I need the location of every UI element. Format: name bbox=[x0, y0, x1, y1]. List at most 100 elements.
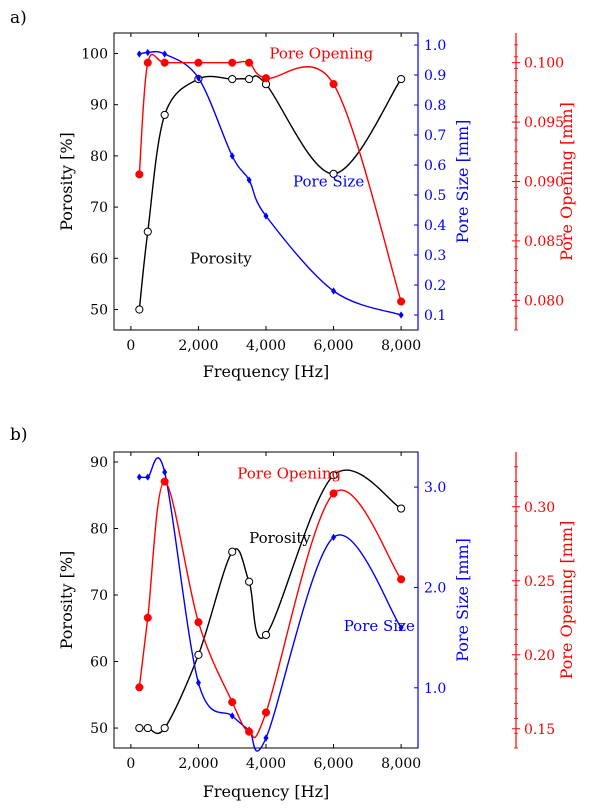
panel-label-b: b) bbox=[10, 425, 28, 445]
x-tick-label: 2,000 bbox=[178, 338, 218, 354]
data-point-pore-size bbox=[331, 533, 337, 541]
y-left-tick-label: 80 bbox=[90, 521, 108, 537]
data-point-porosity bbox=[245, 74, 254, 84]
data-point-pore-size bbox=[263, 734, 269, 742]
data-point-pore-opening bbox=[329, 489, 338, 498]
data-point-porosity bbox=[261, 630, 271, 640]
data-point-pore-size bbox=[136, 50, 142, 58]
data-point-pore-opening bbox=[245, 58, 254, 67]
data-point-porosity bbox=[329, 169, 338, 178]
y-right1-tick-label: 0.9 bbox=[424, 68, 446, 84]
data-point-porosity bbox=[397, 74, 406, 84]
data-point-pore-opening bbox=[194, 58, 203, 67]
data-point-pore-size bbox=[145, 48, 151, 57]
y-left-tick-label: 60 bbox=[90, 655, 108, 671]
data-point-pore-size bbox=[331, 287, 337, 295]
y-right1-tick-label: 2.0 bbox=[424, 580, 446, 596]
data-point-pore-opening bbox=[143, 58, 152, 67]
x-tick-label: 0 bbox=[126, 338, 135, 354]
y-right1-tick-label: 0.1 bbox=[424, 308, 446, 324]
data-point-porosity bbox=[329, 471, 338, 480]
y-left-tick-label: 90 bbox=[90, 98, 108, 114]
data-point-porosity bbox=[160, 110, 169, 120]
y-left-axis-label: Porosity [%] bbox=[57, 551, 76, 650]
chart-panel-a: 0 2,000 4,000 6,000 8,000 Frequency [Hz] 50 60 7… bbox=[57, 32, 576, 381]
y-left-tick-label: 80 bbox=[90, 149, 108, 165]
data-point-pore-opening bbox=[194, 618, 203, 627]
x-axis-label: Frequency [Hz] bbox=[203, 362, 330, 381]
series-line-porosity bbox=[138, 75, 402, 310]
y-right1-tick-label: 3.0 bbox=[424, 480, 446, 496]
data-point-pore-opening bbox=[261, 74, 271, 83]
data-point-pore-opening bbox=[397, 575, 406, 584]
y-left-tick-label: 70 bbox=[90, 588, 108, 604]
data-point-porosity bbox=[228, 74, 237, 84]
data-point-porosity bbox=[135, 305, 144, 314]
series-annotation: Porosity bbox=[190, 249, 252, 267]
data-point-pore-size bbox=[162, 50, 168, 58]
data-point-pore-opening bbox=[245, 727, 254, 736]
y-left-tick-label: 100 bbox=[81, 46, 108, 62]
y-right2-tick-label: 0.095 bbox=[524, 115, 564, 131]
data-point-porosity bbox=[135, 723, 144, 733]
data-point-pore-size bbox=[145, 473, 151, 481]
data-point-pore-opening bbox=[143, 613, 152, 622]
series-annotation: Pore Opening bbox=[269, 45, 373, 63]
y-left-tick-label: 50 bbox=[90, 721, 108, 737]
y-left-tick-label: 70 bbox=[90, 200, 108, 216]
data-point-porosity bbox=[397, 504, 406, 513]
y-right2-tick-label: 0.25 bbox=[524, 574, 555, 590]
x-tick-label: 8,000 bbox=[381, 756, 421, 772]
panel-label-a: a) bbox=[10, 8, 27, 28]
data-point-pore-size bbox=[263, 212, 269, 220]
y-right2-axis-label: Pore Opening [mm] bbox=[557, 102, 576, 261]
chart-panel-b: 0 2,000 4,000 6,000 8,000 Frequency [Hz] 50 60 7… bbox=[57, 451, 576, 801]
y-right2-tick-label: 0.080 bbox=[524, 293, 564, 309]
series-annotation: Porosity bbox=[249, 529, 311, 547]
y-right2-tick-label: 0.085 bbox=[524, 234, 564, 250]
data-point-pore-opening bbox=[397, 297, 406, 306]
y-left-axis-label: Porosity [%] bbox=[57, 132, 76, 231]
x-tick-label: 6,000 bbox=[314, 756, 354, 772]
x-tick-label: 4,000 bbox=[246, 756, 286, 772]
data-point-pore-size bbox=[229, 712, 235, 720]
y-right1-tick-label: 1.0 bbox=[424, 681, 446, 697]
y-right2-tick-label: 0.30 bbox=[524, 500, 555, 516]
y-right1-tick-label: 0.4 bbox=[424, 218, 446, 234]
data-point-porosity bbox=[194, 650, 203, 659]
y-right1-tick-label: 0.6 bbox=[424, 158, 446, 174]
data-point-porosity bbox=[160, 723, 169, 733]
y-right1-tick-label: 0.8 bbox=[424, 98, 446, 114]
data-point-pore-size bbox=[398, 311, 404, 319]
y-right2-tick-label: 0.20 bbox=[524, 648, 555, 664]
x-tick-label: 2,000 bbox=[178, 756, 218, 772]
data-point-porosity bbox=[228, 547, 237, 556]
y-right1-tick-label: 0.7 bbox=[424, 128, 446, 144]
y-left-tick-label: 90 bbox=[90, 455, 108, 471]
y-right2-axis-label: Pore Opening [mm] bbox=[557, 521, 576, 680]
series-annotation: Pore Opening bbox=[237, 465, 341, 483]
y-left-tick-label: 60 bbox=[90, 251, 108, 267]
series-line-pore-opening bbox=[138, 480, 402, 739]
data-point-pore-opening bbox=[228, 698, 237, 707]
data-point-pore-opening bbox=[329, 80, 338, 89]
x-axis-label: Frequency [Hz] bbox=[203, 782, 330, 801]
series-line-pore-opening bbox=[138, 53, 402, 302]
x-tick-label: 0 bbox=[126, 756, 135, 772]
data-point-pore-size bbox=[195, 74, 201, 82]
y-right1-tick-label: 0.2 bbox=[424, 278, 446, 294]
data-point-pore-opening bbox=[160, 477, 169, 486]
data-point-porosity bbox=[143, 227, 152, 236]
data-point-pore-size bbox=[229, 152, 235, 160]
data-point-pore-opening bbox=[261, 708, 271, 717]
data-point-pore-opening bbox=[135, 683, 144, 692]
series-line-pore-size bbox=[139, 457, 402, 752]
y-right1-tick-label: 0.5 bbox=[424, 188, 446, 204]
y-left-tick-label: 50 bbox=[90, 303, 108, 319]
data-point-porosity bbox=[245, 577, 254, 586]
series-line-porosity bbox=[139, 469, 402, 735]
y-right1-tick-label: 0.3 bbox=[424, 248, 446, 264]
series-annotation: Pore Size bbox=[344, 617, 415, 635]
y-right2-tick-label: 0.090 bbox=[524, 175, 564, 191]
